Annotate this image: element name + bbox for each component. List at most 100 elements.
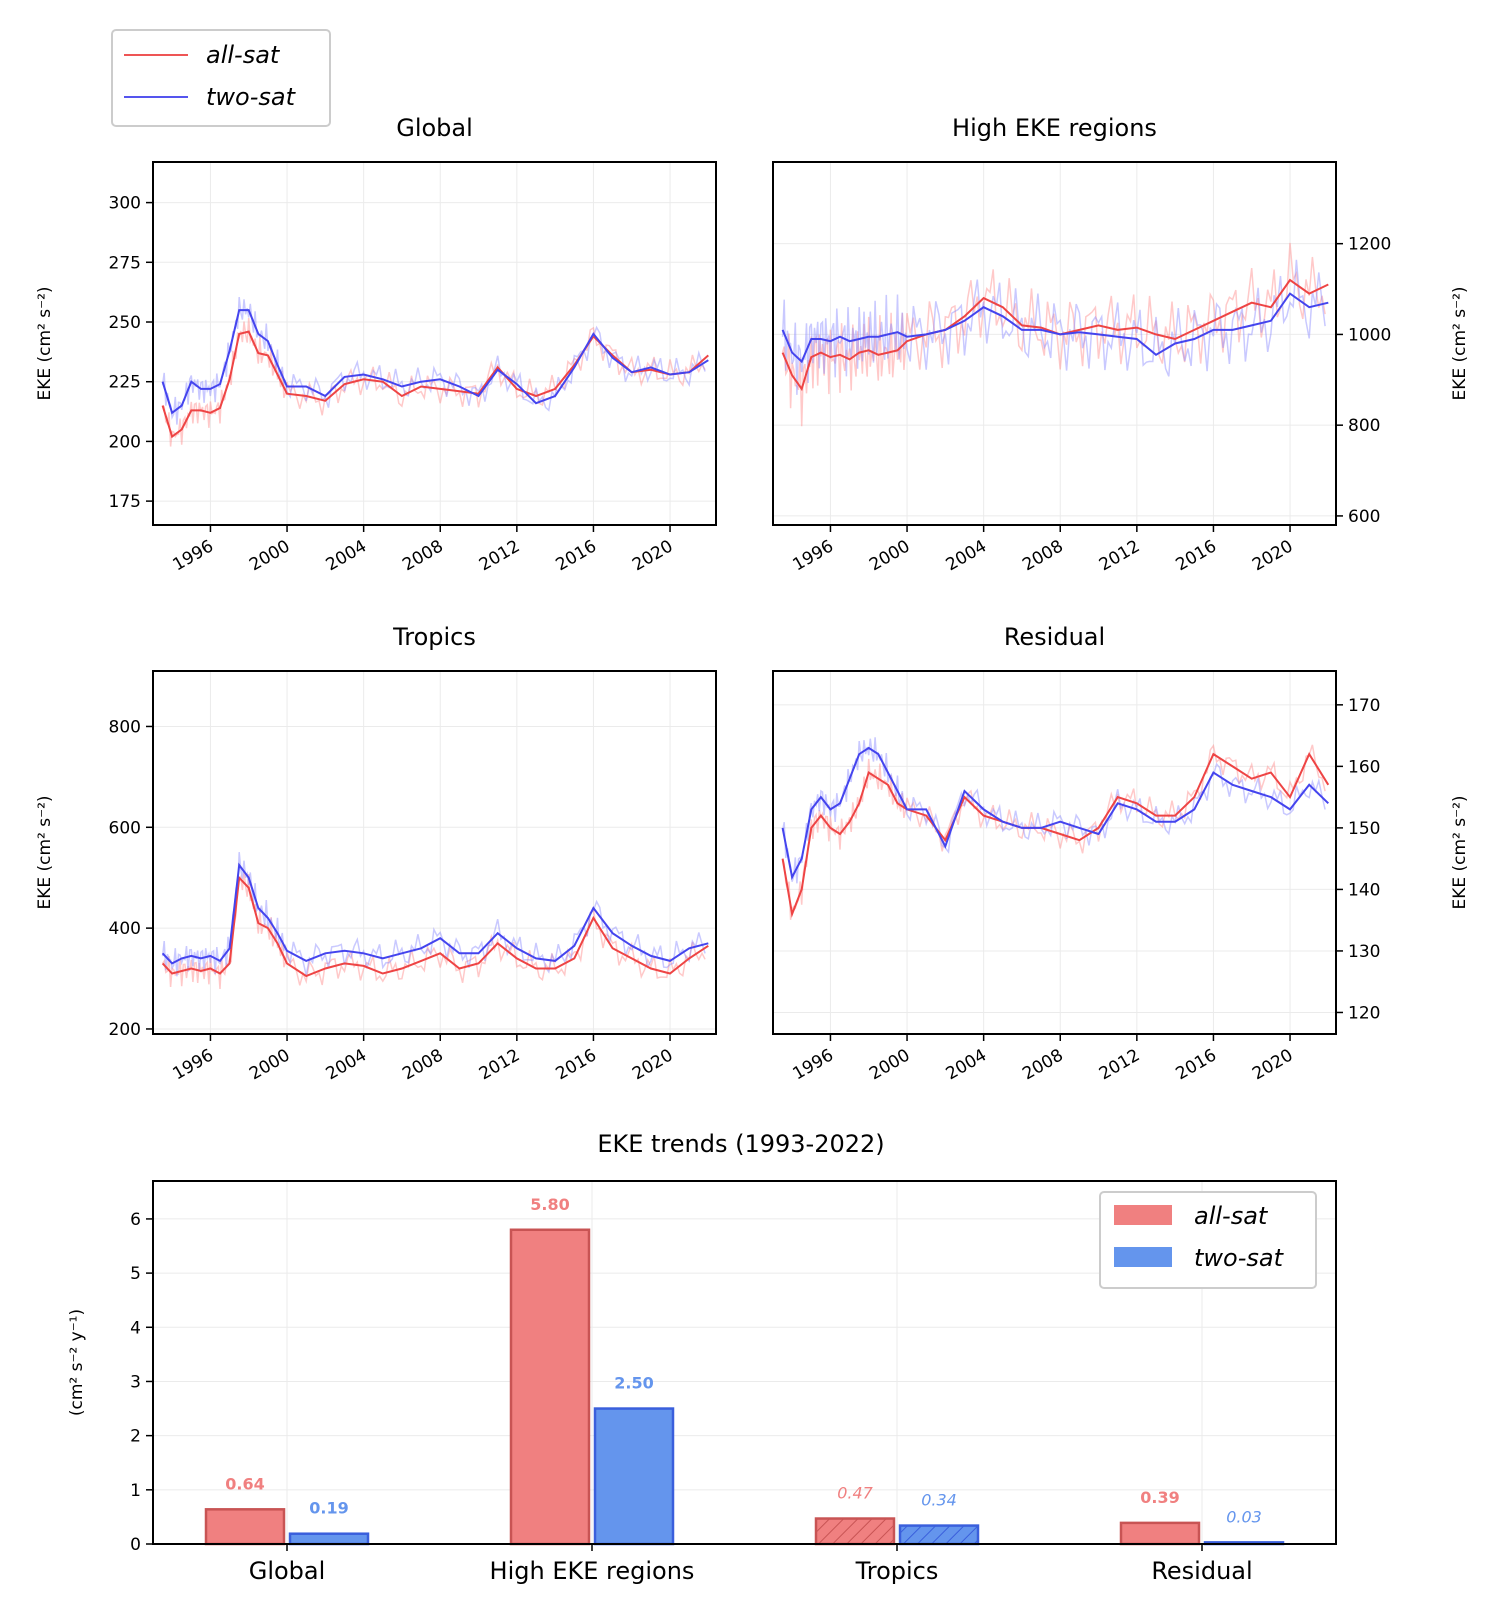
trend-bar-panel: 0.64 5.80 0.47 0.39 0.19 2.50 0.34 0.03 0 1 2 3 4 5 6 G… <box>67 1130 1337 1585</box>
y-tick-label: 2 <box>130 1427 141 1447</box>
raw-trace-two-sat <box>781 259 1326 395</box>
y-tick-label: 1 <box>130 1481 141 1501</box>
raw-trace-all-sat <box>781 743 1326 920</box>
panel-3: 1996 2000 2004 2008 2012 2016 2020 200 400 600 800… <box>35 623 717 1084</box>
bar-all-sat-residual <box>1119 1521 1201 1546</box>
y-tick-label: 0 <box>130 1535 141 1555</box>
x-tick-label: 2008 <box>399 1045 446 1084</box>
y-tick-label: 6 <box>130 1210 141 1230</box>
x-tick-label: 2020 <box>1249 536 1296 575</box>
x-tick-label: 2012 <box>476 1045 523 1084</box>
panel-title: Global <box>396 114 473 142</box>
category-label: Residual <box>1151 1557 1252 1585</box>
bar-value-label: 0.39 <box>1140 1488 1179 1507</box>
x-tick-label: 2016 <box>552 536 599 575</box>
y-tick-label: 1000 <box>1348 325 1391 345</box>
y-tick-label: 3 <box>130 1372 141 1392</box>
bar-value-label: 0.03 <box>1226 1507 1262 1526</box>
bar-value-label: 5.80 <box>530 1195 569 1214</box>
y-tick-label: 300 <box>109 194 141 214</box>
y-tick-label: 200 <box>109 432 141 452</box>
x-tick-label: 2020 <box>629 1045 676 1084</box>
y-tick-label: 160 <box>1348 757 1380 777</box>
y-tick-label: 225 <box>109 373 141 393</box>
panel-frame <box>152 161 717 526</box>
panel-title: Tropics <box>392 623 476 651</box>
x-tick-label: 2000 <box>866 1045 913 1084</box>
y-tick-label: 4 <box>130 1318 141 1338</box>
x-tick-label: 2004 <box>943 536 990 575</box>
panel-title: Residual <box>1004 623 1105 651</box>
bar-value-label: 2.50 <box>614 1374 653 1393</box>
y-tick-label: 5 <box>130 1264 141 1284</box>
x-tick-label: 2020 <box>629 536 676 575</box>
bar-y-axis-label: (cm² s⁻² y⁻¹) <box>67 1309 87 1416</box>
panel-1: 1996 2000 2004 2008 2012 2016 2020 175 200 225 250… <box>35 114 717 575</box>
bar-all-sat-global <box>204 1508 286 1546</box>
bar-legend-swatch-all-sat <box>1114 1205 1172 1225</box>
series-line-all-sat <box>781 751 1330 918</box>
x-tick-label: 2000 <box>866 536 913 575</box>
x-tick-label: 1996 <box>789 536 836 575</box>
series-line-two-sat <box>161 862 709 965</box>
series-line-two-sat <box>161 309 709 415</box>
top-legend: all-sat two-sat <box>111 29 331 127</box>
y-axis-label: EKE (cm² s⁻²) <box>1450 795 1470 909</box>
x-tick-label: 2016 <box>1172 536 1219 575</box>
bar-value-label: 0.34 <box>921 1491 957 1510</box>
y-axis-label: EKE (cm² s⁻²) <box>1450 286 1470 400</box>
x-tick-label: 2008 <box>1019 1045 1066 1084</box>
x-tick-label: 2004 <box>323 536 370 575</box>
y-tick-label: 120 <box>1348 1003 1380 1023</box>
series-line-all-sat <box>781 278 1329 392</box>
y-axis-label: EKE (cm² s⁻²) <box>35 286 55 400</box>
raw-trace-all-sat <box>781 242 1326 427</box>
bar-legend-label-two-sat: two-sat <box>1194 1244 1285 1272</box>
bar-value-label: 0.64 <box>225 1474 264 1493</box>
y-tick-label: 130 <box>1348 942 1380 962</box>
y-tick-label: 600 <box>109 818 141 838</box>
y-tick-label: 275 <box>109 253 141 273</box>
x-tick-label: 1996 <box>789 1045 836 1084</box>
panel-4: 1996 2000 2004 2008 2012 2016 2020 120 130 140 150… <box>772 623 1470 1084</box>
x-tick-label: 1996 <box>169 1045 216 1084</box>
time-series-panels: 1996 2000 2004 2008 2012 2016 2020 175 200 225 250… <box>35 114 1470 1084</box>
panel-frame <box>772 670 1337 1035</box>
series-line-all-sat <box>161 330 709 439</box>
x-tick-label: 2000 <box>246 1045 293 1084</box>
bar-value-label: 0.19 <box>309 1499 348 1518</box>
x-tick-label: 2012 <box>1096 1045 1143 1084</box>
y-tick-label: 250 <box>109 313 141 333</box>
y-tick-label: 1200 <box>1348 235 1391 255</box>
y-tick-label: 800 <box>109 717 141 737</box>
x-tick-label: 2012 <box>1096 536 1143 575</box>
panel-frame <box>152 670 717 1035</box>
bar-chart-title: EKE trends (1993-2022) <box>597 1130 884 1158</box>
bar-legend-label-all-sat: all-sat <box>1194 1202 1269 1230</box>
y-tick-label: 170 <box>1348 696 1380 716</box>
x-tick-label: 2016 <box>552 1045 599 1084</box>
bar-two-sat-high-eke-regions <box>593 1407 675 1546</box>
bar-hatch <box>816 1518 894 1544</box>
bar-two-sat-global <box>288 1532 370 1546</box>
y-tick-label: 400 <box>109 919 141 939</box>
x-tick-label: 2008 <box>1019 536 1066 575</box>
y-tick-label: 800 <box>1348 416 1380 436</box>
x-tick-label: 2004 <box>943 1045 990 1084</box>
raw-trace-all-sat <box>161 871 706 990</box>
y-tick-label: 600 <box>1348 507 1380 527</box>
y-tick-label: 200 <box>109 1020 141 1040</box>
series-line-two-sat <box>781 746 1329 881</box>
bar-hatch <box>900 1525 978 1544</box>
raw-trace-all-sat <box>162 317 706 447</box>
x-tick-label: 2004 <box>323 1045 370 1084</box>
series-line-all-sat <box>161 875 709 978</box>
x-tick-label: 2020 <box>1249 1045 1296 1084</box>
panel-title: High EKE regions <box>952 114 1157 142</box>
x-tick-label: 2008 <box>399 536 446 575</box>
x-tick-label: 2016 <box>1172 1045 1219 1084</box>
legend-label-all-sat: all-sat <box>206 41 281 69</box>
category-label: High EKE regions <box>490 1557 695 1585</box>
y-tick-label: 140 <box>1348 880 1380 900</box>
legend-label-two-sat: two-sat <box>206 83 297 111</box>
